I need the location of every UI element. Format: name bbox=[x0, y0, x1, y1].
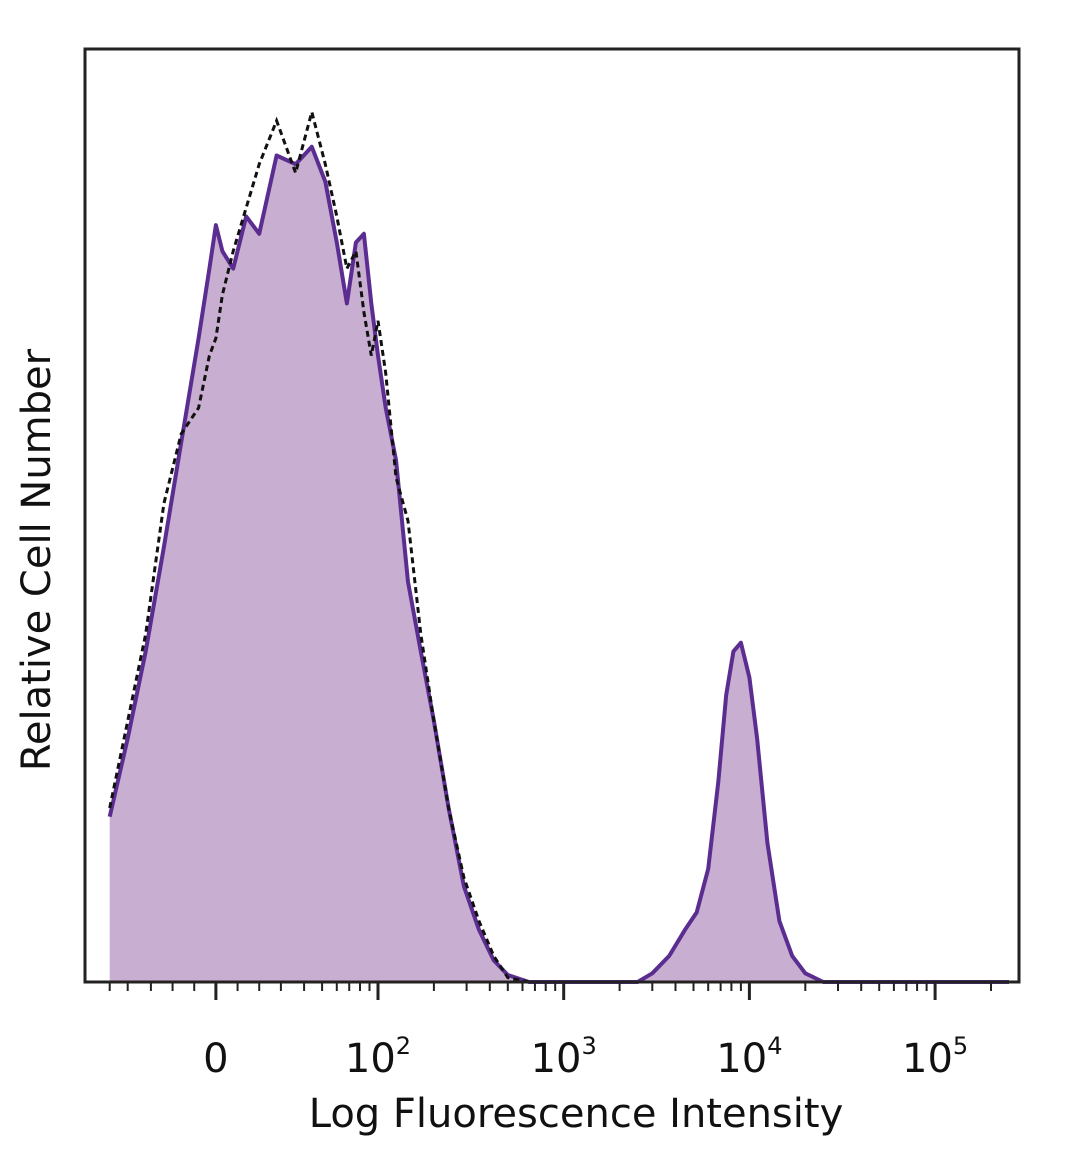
x-tick-label: 0 bbox=[203, 1036, 228, 1082]
x-axis-ticks: 0 102 103 104 105 bbox=[108, 982, 993, 1082]
series-0-fill bbox=[109, 146, 1009, 983]
x-tick-label: 102 bbox=[345, 1032, 411, 1082]
x-tick-label: 105 bbox=[902, 1032, 968, 1082]
x-axis-title: Log Fluorescence Intensity bbox=[309, 1091, 844, 1137]
plot-frame bbox=[83, 47, 1021, 984]
x-tick-label: 103 bbox=[531, 1032, 597, 1082]
y-axis-title: Relative Cell Number bbox=[14, 348, 60, 771]
x-tick-label: 104 bbox=[716, 1032, 782, 1082]
plot-layer bbox=[107, 106, 1009, 984]
